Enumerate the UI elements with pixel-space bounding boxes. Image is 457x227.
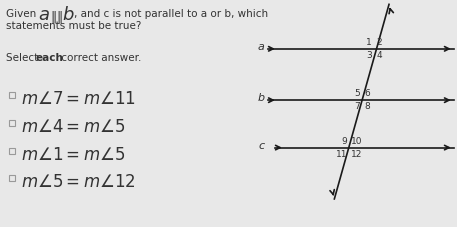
Text: 9: 9 [341,137,347,146]
Text: 6: 6 [364,89,370,98]
Text: $m\angle 7 = m\angle 11$: $m\angle 7 = m\angle 11$ [21,90,136,108]
Text: each: each [35,53,63,63]
Text: 12: 12 [351,150,362,158]
Text: $b$: $b$ [62,6,74,24]
Text: $m\angle 4 = m\angle 5$: $m\angle 4 = m\angle 5$ [21,118,126,136]
Text: c: c [259,141,265,151]
Bar [9,175,15,181]
Text: 4: 4 [376,51,382,60]
Text: , and c is not parallel to a or b, which: , and c is not parallel to a or b, which [74,9,268,19]
Text: 1: 1 [367,38,372,47]
Text: $m\angle 1 = m\angle 5$: $m\angle 1 = m\angle 5$ [21,146,126,164]
Bar [9,148,15,153]
Text: $m\angle 5 = m\angle 12$: $m\angle 5 = m\angle 12$ [21,173,136,191]
Bar [9,92,15,98]
Text: 3: 3 [367,51,372,60]
Text: b: b [258,93,265,103]
Text: 11: 11 [336,150,347,158]
Text: $a$: $a$ [38,6,50,24]
Text: 10: 10 [351,137,363,146]
Text: 5: 5 [355,89,360,98]
Text: Given: Given [6,9,40,19]
Text: 7: 7 [355,102,360,111]
Text: $\|\|$: $\|\|$ [50,9,63,25]
Text: 8: 8 [364,102,370,111]
Text: Select: Select [6,53,42,63]
Bar [9,120,15,126]
Text: 2: 2 [376,38,382,47]
Text: statements must be true?: statements must be true? [6,21,142,31]
Text: correct answer.: correct answer. [58,53,141,63]
Text: a: a [258,42,265,52]
